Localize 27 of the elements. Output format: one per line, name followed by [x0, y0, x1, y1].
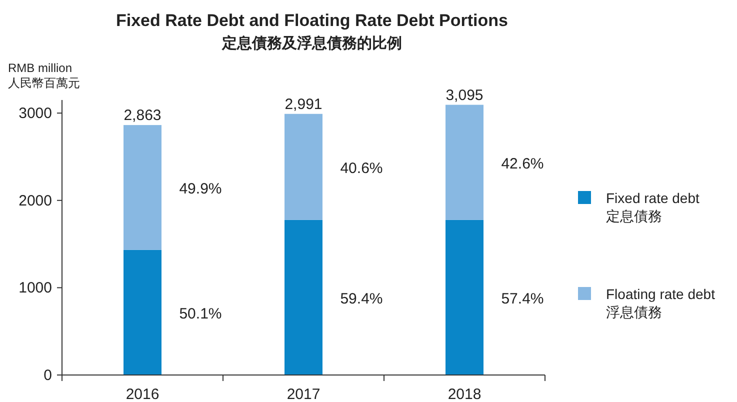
bar [124, 125, 162, 250]
legend-label: Floating rate debt 浮息債務 [606, 286, 716, 320]
x-tick-label: 2018 [448, 386, 482, 402]
bar [446, 104, 484, 220]
total-label: 2,991 [284, 96, 322, 113]
bar [284, 220, 322, 375]
total-label: 3,095 [446, 86, 484, 104]
bar [124, 250, 162, 375]
bar [284, 114, 322, 220]
chart-subtitle: 定息債務及浮息債務的比例 [221, 34, 402, 52]
legend-label: Fixed rate debt 定息債務 [606, 190, 700, 224]
y-tick-label: 0 [44, 367, 52, 384]
annotation: 59.4% [340, 290, 383, 308]
chart-title: Fixed Rate Debt and Floating Rate Debt Portions [116, 11, 508, 30]
x-tick-label: 2017 [286, 386, 320, 402]
total-label: 2,863 [124, 107, 162, 124]
annotation: 40.6% [340, 160, 383, 177]
annotation: 42.6% [501, 155, 544, 172]
y-axis-title: RMB million 人民幣百萬元 [8, 61, 80, 90]
annotation: 49.9% [179, 180, 222, 198]
bar [446, 220, 484, 375]
annotation: 50.1% [179, 305, 222, 322]
x-tick-label: 2016 [126, 386, 160, 402]
y-tick-label: 1000 [18, 280, 52, 297]
y-tick-label: 3000 [18, 105, 52, 122]
y-tick-label: 2000 [18, 192, 52, 210]
annotation: 57.4% [501, 290, 544, 308]
